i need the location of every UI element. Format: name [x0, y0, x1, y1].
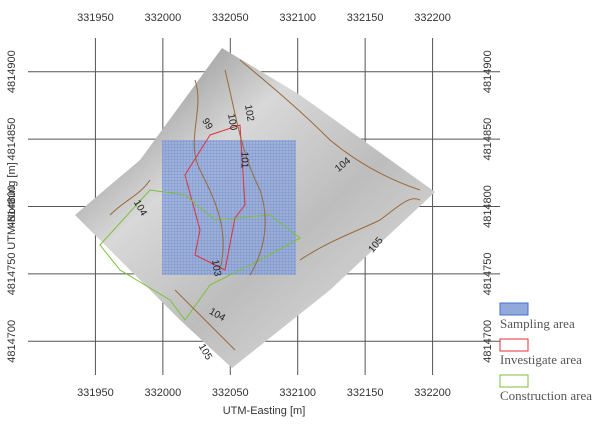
- x-axis-label: UTM-Easting [m]: [223, 405, 306, 417]
- y-tick-label-left: 4814750: [6, 252, 18, 295]
- construction-area: [99, 189, 301, 321]
- contours: [109, 59, 421, 351]
- y-tick-label-right: 4814700: [482, 320, 494, 363]
- x-tick-label-top: 332200: [414, 12, 451, 24]
- y-tick-label-right: 4814750: [482, 252, 494, 295]
- x-tick-label-bottom: 332050: [212, 387, 249, 399]
- contour-label: 102: [242, 104, 256, 123]
- x-tick-label-top: 331950: [77, 12, 114, 24]
- x-tick-label-bottom: 332200: [414, 387, 451, 399]
- investigate-area: [184, 124, 246, 271]
- legend-label: Construction area: [500, 388, 592, 403]
- legend: Sampling area Investigate area Constructio…: [499, 302, 592, 403]
- x-tick-label-bottom: 332000: [144, 387, 181, 399]
- contour-label: 103: [209, 259, 223, 278]
- y-tick-label-left: 4814800: [6, 185, 18, 228]
- y-tick-label-left: 4814850: [6, 118, 18, 161]
- x-tick-label-top: 332050: [212, 12, 249, 24]
- legend-label: Sampling area: [500, 316, 575, 331]
- y-axis-label: UTM-Northing [m]: [6, 162, 18, 249]
- y-tick-label-right: 4814900: [482, 50, 494, 93]
- legend-swatch: [499, 302, 529, 316]
- x-tick-label-top: 332100: [279, 12, 316, 24]
- x-tick-label-bottom: 331950: [77, 387, 114, 399]
- contour-label: 99: [199, 117, 214, 133]
- legend-label: Investigate area: [500, 352, 582, 367]
- y-tick-label-right: 4814850: [482, 118, 494, 161]
- legend-swatch: [499, 374, 529, 388]
- legend-swatch: [499, 338, 529, 352]
- sampling-area: [162, 140, 296, 275]
- y-tick-label-left: 4814900: [6, 50, 18, 93]
- contour-label: 100: [225, 113, 239, 132]
- x-tick-label-bottom: 332150: [347, 387, 384, 399]
- y-tick-label-right: 4814800: [482, 185, 494, 228]
- contour-label: 101: [238, 152, 249, 169]
- x-tick-label-top: 332000: [144, 12, 181, 24]
- x-tick-label-bottom: 332100: [279, 387, 316, 399]
- x-tick-label-top: 332150: [347, 12, 384, 24]
- y-tick-label-left: 4814700: [6, 320, 18, 363]
